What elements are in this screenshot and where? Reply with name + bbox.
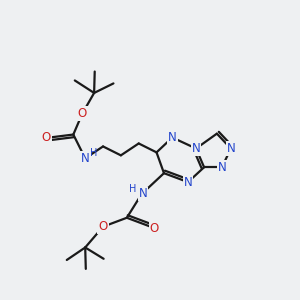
Text: N: N [139, 188, 148, 200]
Text: H: H [90, 148, 98, 158]
Text: O: O [41, 131, 51, 144]
Text: N: N [168, 131, 177, 144]
Text: O: O [78, 107, 87, 120]
Text: N: N [192, 142, 200, 155]
Text: N: N [184, 176, 192, 189]
Text: H: H [129, 184, 136, 194]
Text: O: O [98, 220, 108, 233]
Text: N: N [81, 152, 90, 165]
Text: N: N [218, 161, 226, 174]
Text: N: N [226, 142, 235, 155]
Text: O: O [149, 222, 159, 235]
